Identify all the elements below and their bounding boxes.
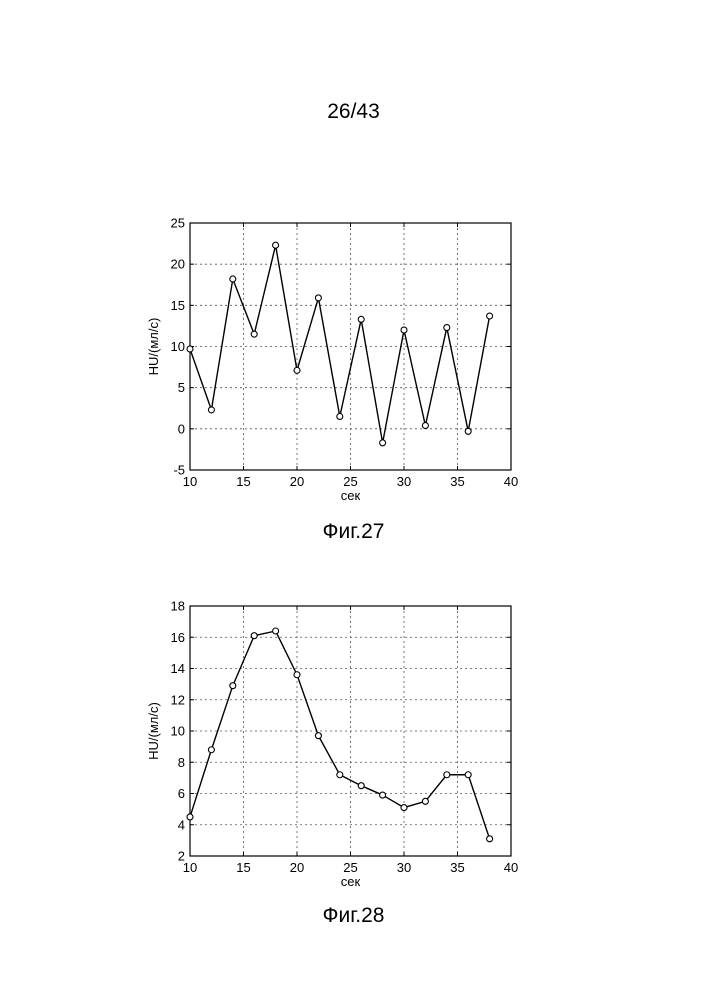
x-tick-label: 30 [397, 474, 411, 489]
x-axis-label: сек [341, 874, 361, 889]
y-tick-label: 4 [178, 817, 185, 832]
x-tick-label: 20 [290, 860, 304, 875]
data-point [230, 683, 236, 689]
data-point [401, 327, 407, 333]
data-point [294, 367, 300, 373]
data-point [380, 440, 386, 446]
data-point [358, 316, 364, 322]
data-point [315, 733, 321, 739]
y-axis-label: HU/(мл/с) [146, 318, 161, 376]
x-tick-label: 20 [290, 474, 304, 489]
x-tick-label: 15 [236, 860, 250, 875]
x-tick-label: 25 [343, 860, 357, 875]
x-tick-label: 35 [450, 474, 464, 489]
data-point [465, 428, 471, 434]
x-tick-label: 25 [343, 474, 357, 489]
figure-caption-28: Фиг.28 [0, 904, 707, 928]
data-point [273, 242, 279, 248]
x-axis-label: сек [341, 488, 361, 503]
y-tick-label: 18 [171, 599, 185, 614]
data-point [444, 325, 450, 331]
y-tick-label: 8 [178, 755, 185, 770]
data-point [358, 783, 364, 789]
x-tick-label: 35 [450, 860, 464, 875]
data-point [230, 276, 236, 282]
y-tick-label: 25 [171, 216, 185, 231]
y-tick-label: 14 [171, 661, 185, 676]
data-point [208, 747, 214, 753]
y-tick-label: 5 [178, 380, 185, 395]
y-tick-label: 10 [171, 339, 185, 354]
x-tick-label: 15 [236, 474, 250, 489]
data-point [401, 805, 407, 811]
data-point [294, 672, 300, 678]
data-point [487, 313, 493, 319]
x-tick-label: 40 [504, 860, 518, 875]
data-point [422, 423, 428, 429]
data-point [380, 792, 386, 798]
chart-2-group: 1015202530354024681012141618секHU/(мл/с) [146, 599, 518, 890]
y-tick-label: 12 [171, 692, 185, 707]
y-axis-label: HU/(мл/с) [146, 702, 161, 760]
x-tick-label: 40 [504, 474, 518, 489]
data-point [465, 772, 471, 778]
y-tick-label: 2 [178, 849, 185, 864]
y-tick-label: 10 [171, 724, 185, 739]
y-tick-label: 15 [171, 298, 185, 313]
data-point [251, 633, 257, 639]
y-tick-label: -5 [173, 463, 185, 478]
figure-caption-27: Фиг.27 [0, 520, 707, 544]
chart-1-group: 10152025303540-50510152025секHU/(мл/с) [146, 216, 518, 504]
y-tick-label: 16 [171, 630, 185, 645]
data-point [251, 331, 257, 337]
series-line [190, 631, 490, 839]
data-point [337, 413, 343, 419]
y-tick-label: 0 [178, 421, 185, 436]
data-point [422, 798, 428, 804]
data-point [337, 772, 343, 778]
y-tick-label: 20 [171, 257, 185, 272]
data-point [487, 836, 493, 842]
data-point [187, 814, 193, 820]
x-tick-label: 30 [397, 860, 411, 875]
data-point [315, 295, 321, 301]
data-point [208, 407, 214, 413]
data-point [444, 772, 450, 778]
data-point [187, 346, 193, 352]
data-point [273, 628, 279, 634]
y-tick-label: 6 [178, 786, 185, 801]
